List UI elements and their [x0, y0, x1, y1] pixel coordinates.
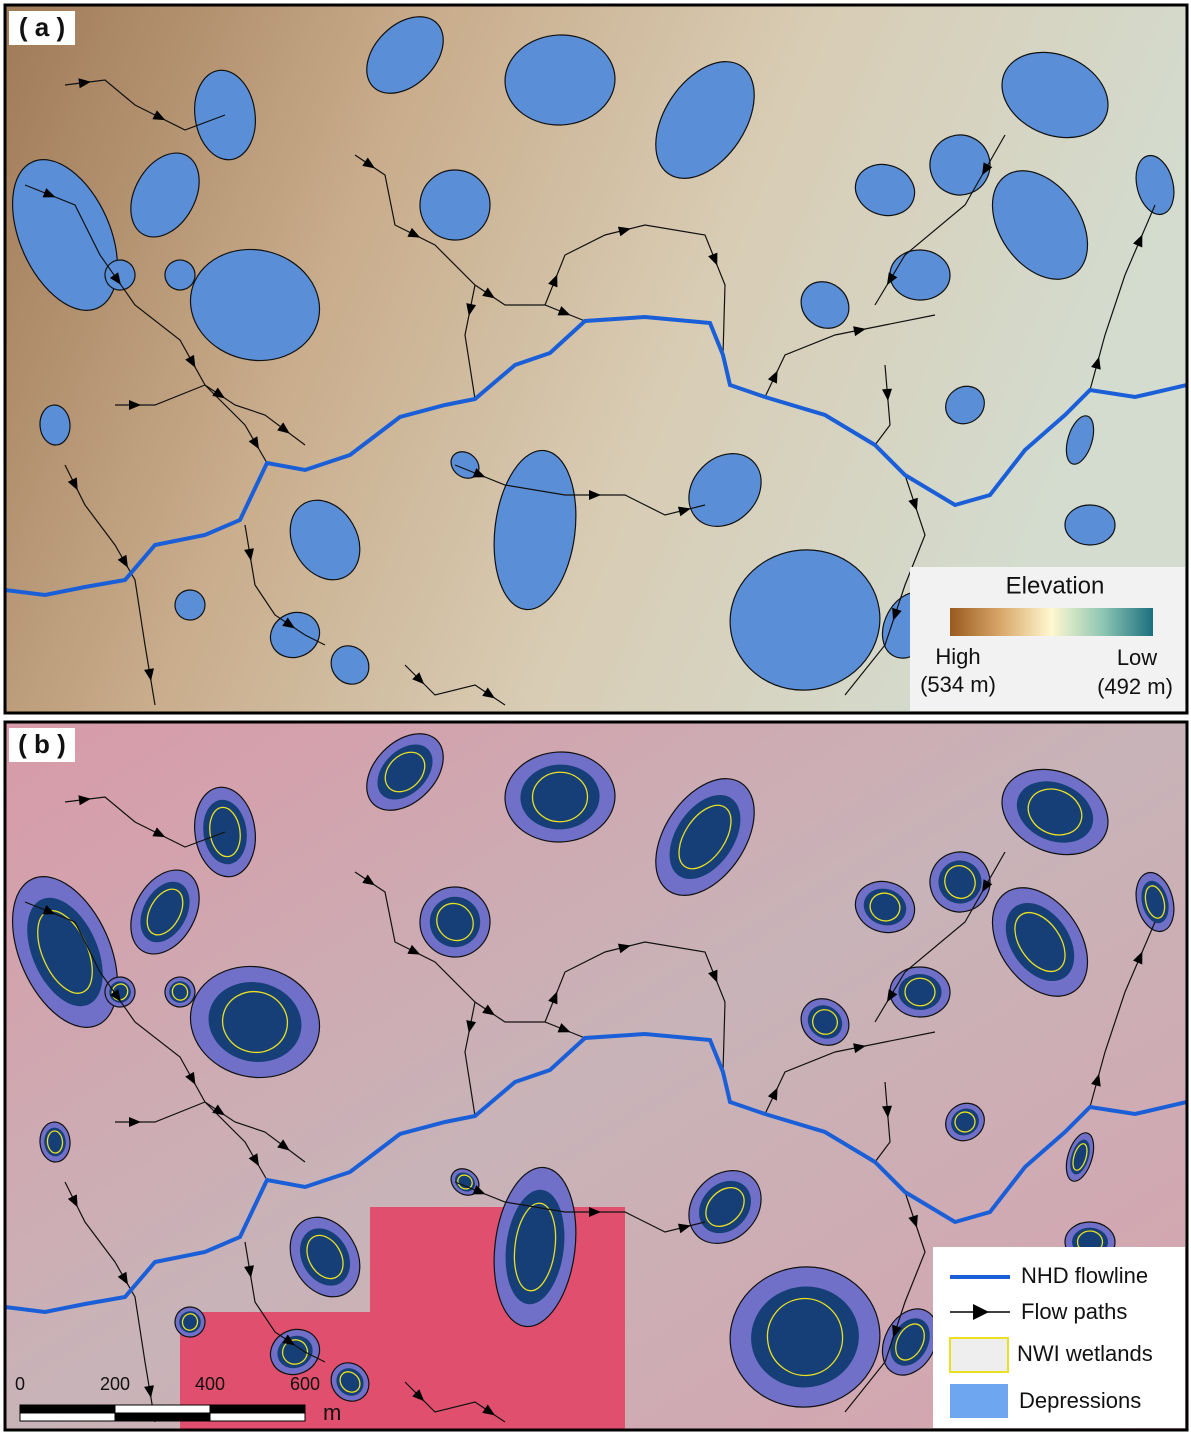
elevation-legend: Elevation High (534 m) Low (492 m)	[910, 567, 1185, 711]
scale-tick-label: 600	[290, 1374, 320, 1394]
scale-tick-label: 200	[100, 1374, 130, 1394]
legend-title: Elevation	[1006, 572, 1105, 599]
panel-b: ( b ) NHD flowline Flow paths NWI wetlan…	[0, 719, 1187, 1430]
figure: ( a ) Elevation High (534 m) Low (492 m)…	[0, 0, 1191, 1435]
scale-segment	[115, 1413, 210, 1421]
scale-segment	[20, 1405, 115, 1413]
scale-unit: m	[323, 1400, 341, 1425]
scale-tick-label: 0	[15, 1374, 25, 1394]
legend-depression-symbol	[950, 1384, 1008, 1418]
scale-segment	[210, 1405, 305, 1413]
panel-label: ( b )	[18, 729, 66, 759]
color-ramp	[950, 608, 1153, 636]
scale-segment	[115, 1405, 210, 1413]
depression	[1065, 505, 1116, 546]
legend-high-value: (534 m)	[920, 672, 996, 697]
legend-item: NHD flowline	[1021, 1263, 1148, 1288]
map-legend: NHD flowline Flow paths NWI wetlands Dep…	[933, 1247, 1185, 1428]
legend-low: Low	[1117, 645, 1157, 670]
scale-tick-label: 400	[195, 1374, 225, 1394]
legend-high: High	[935, 644, 980, 669]
legend-item: Flow paths	[1021, 1299, 1127, 1324]
scale-segment	[20, 1413, 115, 1421]
legend-item: NWI wetlands	[1017, 1341, 1153, 1366]
legend-low-value: (492 m)	[1097, 674, 1173, 699]
panel-label: ( a )	[19, 12, 65, 42]
legend-nwi-symbol	[950, 1338, 1008, 1372]
legend-item: Depressions	[1019, 1388, 1141, 1413]
panel-a: ( a ) Elevation High (534 m) Low (492 m)	[0, 2, 1187, 713]
scale-segment	[210, 1413, 305, 1421]
